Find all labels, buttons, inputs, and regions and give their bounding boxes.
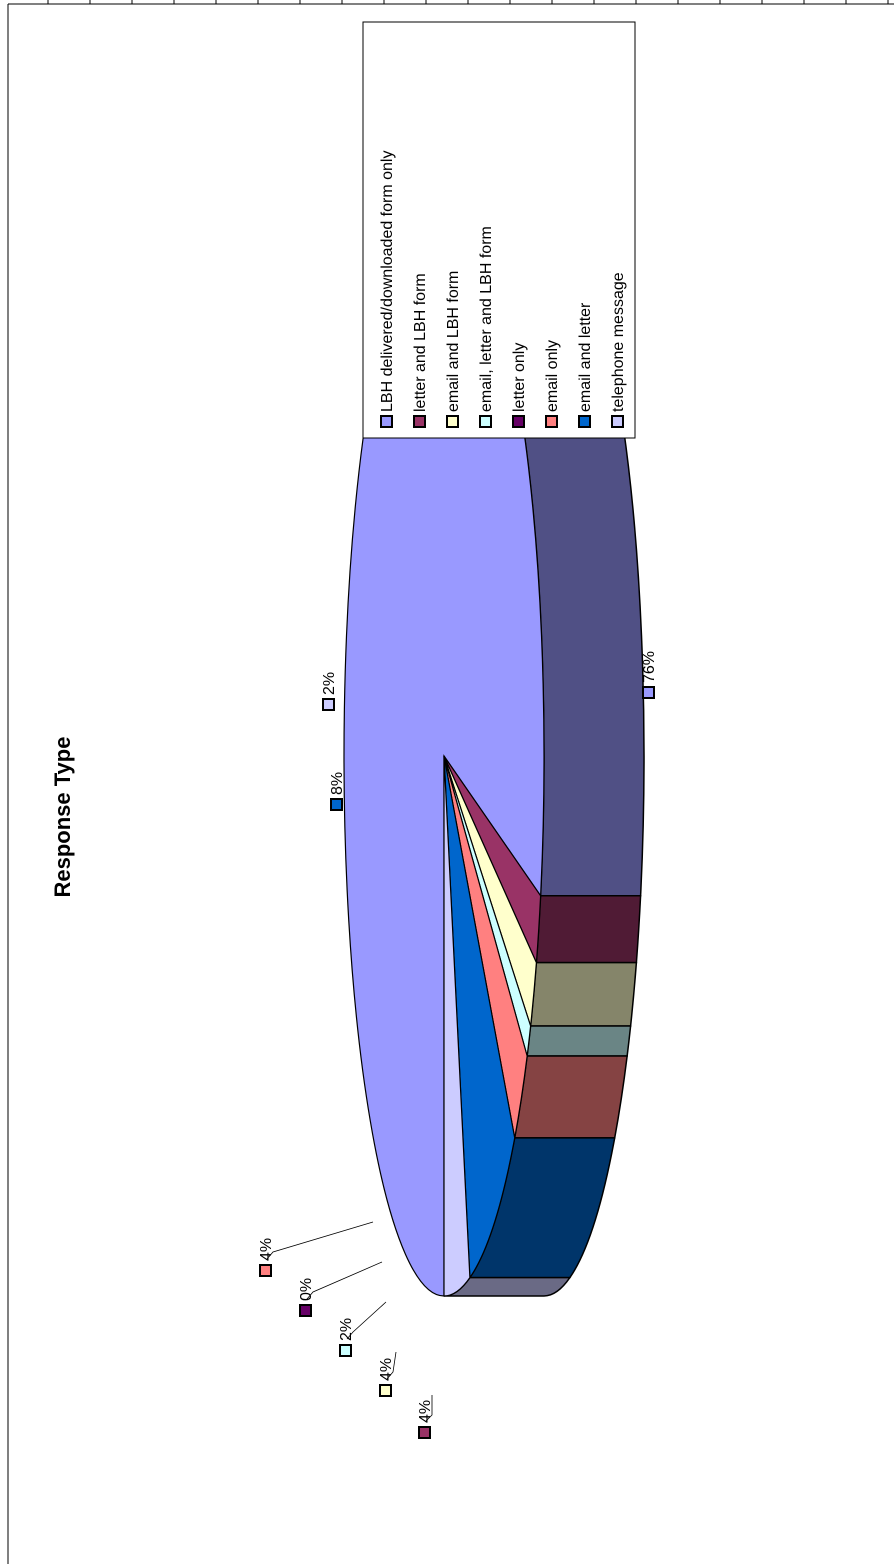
legend-swatch [512,415,525,428]
legend-label: LBH delivered/downloaded form only [379,151,396,412]
legend-item-email-and-lbh-form: email and LBH form [445,271,462,428]
data-label-letter-and-lbh-form: 4% [417,1395,434,1439]
legend-label: telephone message [610,272,627,412]
pie-side-email-and-lbh-form [529,961,638,1027]
data-labels-group: 76% 4% 4% 2% 0% 4% 8% 2% [258,651,658,1439]
legend-swatch [479,415,492,428]
data-label-text: 2% [321,672,338,695]
data-label-email-letter-and-lbh-form: 2% [338,1301,387,1357]
legend-swatch [380,415,393,428]
pie-slice-telephone-message [443,755,471,1297]
leader-line [346,1301,387,1340]
data-label-text: 76% [641,651,658,683]
data-label-email-and-letter: 8% [329,772,346,811]
data-label-text: 0% [298,1278,315,1301]
legend: LBH delivered/downloaded form only letter… [362,21,636,439]
legend-label: email, letter and LBH form [478,226,495,412]
legend-label: letter only [511,343,528,412]
leader-line [425,1395,433,1422]
data-label-text: 4% [417,1400,434,1423]
legend-swatch [446,415,459,428]
data-label-marker [379,1384,392,1397]
data-label-telephone-message: 2% [321,672,338,711]
data-label-email-only: 4% [258,1221,374,1277]
data-label-marker [330,798,343,811]
legend-item-email-and-letter: email and letter [577,302,594,428]
legend-item-email-letter-and-lbh-form: email, letter and LBH form [478,226,495,428]
legend-swatch [413,415,426,428]
legend-item-letter-and-lbh-form: letter and LBH form [412,273,429,428]
legend-swatch [578,415,591,428]
legend-item-letter-only: letter only [511,343,528,428]
data-label-marker [339,1344,352,1357]
data-label-email-and-lbh-form: 4% [378,1351,397,1397]
legend-box [362,21,636,439]
data-label-marker [299,1304,312,1317]
data-label-marker [259,1264,272,1277]
legend-item-lbh-delivered-downloaded-form-only: LBH delivered/downloaded form only [379,151,396,428]
chart-title: Response Type [50,737,75,898]
legend-label: email and letter [577,302,594,412]
legend-swatch [611,415,624,428]
leader-line [266,1221,374,1260]
leader-line [306,1261,383,1300]
data-label-letter-only: 0% [298,1261,383,1317]
data-label-marker [642,686,655,699]
pie-side-email-only [513,1055,628,1139]
legend-swatch [545,415,558,428]
legend-item-telephone-message: telephone message [610,272,627,428]
legend-label: email and LBH form [445,271,462,412]
data-label-lbh-delivered-downloaded-form-only: 76% [641,651,658,699]
data-label-text: 4% [258,1238,275,1261]
pie-slice-email-and-letter [443,755,516,1280]
data-label-text: 2% [338,1318,355,1341]
pie-side-letter-and-lbh-form [535,895,642,964]
data-label-marker [322,698,335,711]
leader-line [386,1351,397,1380]
pie-side-email-letter-and-lbh-form [526,1025,632,1057]
legend-label: email only [544,340,561,412]
top-tick-marks [47,0,889,4]
legend-label: letter and LBH form [412,273,429,412]
data-label-text: 4% [378,1358,395,1381]
data-label-text: 8% [329,772,346,795]
legend-item-email-only: email only [544,340,561,428]
data-label-marker [418,1426,431,1439]
